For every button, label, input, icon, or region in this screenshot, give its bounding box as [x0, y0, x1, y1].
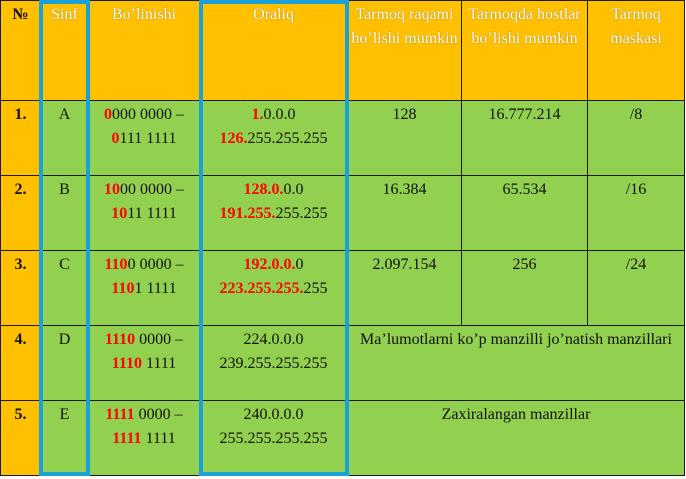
range-end: 239.255.255.255	[219, 355, 328, 372]
remaining-bits: 000 0000 –	[112, 106, 184, 123]
network-count: 128	[347, 100, 462, 176]
remaining-bits: 1111	[141, 430, 176, 447]
address-range: 128.0.0.0 191.255.255.255	[199, 175, 348, 251]
network-part: 192.0.0.	[243, 256, 296, 273]
row-number: 4.	[0, 325, 41, 401]
remaining-bits: 1 1111	[134, 280, 177, 297]
header-tarmoq-raqami: Tarmoq raqami bo’lishi mumkin	[347, 0, 462, 101]
header-number: №	[0, 0, 41, 101]
bit-division: 1110 0000 – 1110 1111	[88, 325, 200, 401]
header-sinf: Sinf	[40, 0, 89, 101]
leading-bits: 1111	[105, 406, 135, 423]
subnet-mask: /24	[587, 250, 685, 326]
table-row: 5. E 1111 0000 – 1111 1111 240.0.0.0 255…	[0, 400, 685, 476]
bit-division: 0000 0000 – 0111 1111	[88, 100, 200, 176]
address-range: 224.0.0.0 239.255.255.255	[199, 325, 348, 401]
table-row: 1. A 0000 0000 – 0111 1111 1.0.0.0 126.2…	[0, 100, 685, 176]
remaining-bits: 0000 –	[134, 406, 183, 423]
leading-bits: 1110	[104, 331, 136, 348]
table-row: 3. C 1100 0000 – 1101 1111 192.0.0.0 223…	[0, 250, 685, 326]
leading-bits: 1111	[112, 430, 142, 447]
remaining-bits: 00 0000 –	[120, 181, 184, 198]
subnet-mask: /16	[587, 175, 685, 251]
class-letter: B	[40, 175, 89, 251]
host-part: 0	[295, 256, 304, 273]
range-start: 224.0.0.0	[243, 331, 304, 348]
subnet-mask: /8	[587, 100, 685, 176]
header-hostlar: Tarmoqda hostlar bo’lishi mumkin	[461, 0, 588, 101]
bit-division: 1100 0000 – 1101 1111	[88, 250, 200, 326]
address-range: 1.0.0.0 126.255.255.255	[199, 100, 348, 176]
class-letter: D	[40, 325, 89, 401]
host-count: 65.534	[461, 175, 588, 251]
network-count: 16.384	[347, 175, 462, 251]
class-letter: A	[40, 100, 89, 176]
network-part: 223.255.255.	[219, 280, 304, 297]
host-part: 255.255.255	[247, 130, 328, 147]
leading-bits: 0	[111, 130, 120, 147]
merged-description: Ma’lumotlarni ko’p manzilli jo’natish ma…	[347, 325, 685, 401]
leading-bits: 10	[111, 205, 128, 222]
host-part: 0.0.0	[263, 106, 296, 123]
network-part: 126.	[219, 130, 248, 147]
host-count: 16.777.214	[461, 100, 588, 176]
remaining-bits: 0000 –	[135, 331, 184, 348]
leading-bits: 110	[104, 256, 128, 273]
network-part: 191.255.	[219, 205, 276, 222]
header-oraliq: Oraliq	[199, 0, 348, 101]
address-range: 192.0.0.0 223.255.255.255	[199, 250, 348, 326]
leading-bits: 10	[104, 181, 120, 198]
host-part: 255	[303, 280, 328, 297]
bit-division: 1111 0000 – 1111 1111	[88, 400, 200, 476]
host-part: 0.0	[283, 181, 304, 198]
class-letter: E	[40, 400, 89, 476]
header-maska: Tarmoq maskasi	[587, 0, 685, 101]
header-bolinishi: Bo’linishi	[88, 0, 200, 101]
leading-bits: 1110	[111, 355, 142, 372]
host-part: 255.255	[275, 205, 328, 222]
network-count: 2.097.154	[347, 250, 462, 326]
bit-division: 1000 0000 – 1011 1111	[88, 175, 200, 251]
row-number: 5.	[0, 400, 41, 476]
row-number: 1.	[0, 100, 41, 176]
leading-bits: 110	[111, 280, 135, 297]
remaining-bits: 11 1111	[127, 205, 177, 222]
merged-description: Zaxiralangan manzillar	[347, 400, 685, 476]
header-row: № Sinf Bo’linishi Oraliq Tarmoq raqami b…	[0, 0, 685, 101]
class-letter: C	[40, 250, 89, 326]
network-part: 128.0.	[243, 181, 284, 198]
leading-bits: 0	[104, 106, 112, 123]
address-range: 240.0.0.0 255.255.255.255	[199, 400, 348, 476]
table-row: 4. D 1110 0000 – 1110 1111 224.0.0.0 239…	[0, 325, 685, 401]
host-count: 256	[461, 250, 588, 326]
range-start: 240.0.0.0	[243, 406, 304, 423]
remaining-bits: 0 0000 –	[127, 256, 184, 273]
remaining-bits: 1111	[142, 355, 177, 372]
row-number: 2.	[0, 175, 41, 251]
remaining-bits: 111 1111	[119, 130, 177, 147]
network-part: 1.	[251, 106, 264, 123]
range-end: 255.255.255.255	[219, 430, 328, 447]
row-number: 3.	[0, 250, 41, 326]
table-row: 2. B 1000 0000 – 1011 1111 128.0.0.0 191…	[0, 175, 685, 251]
